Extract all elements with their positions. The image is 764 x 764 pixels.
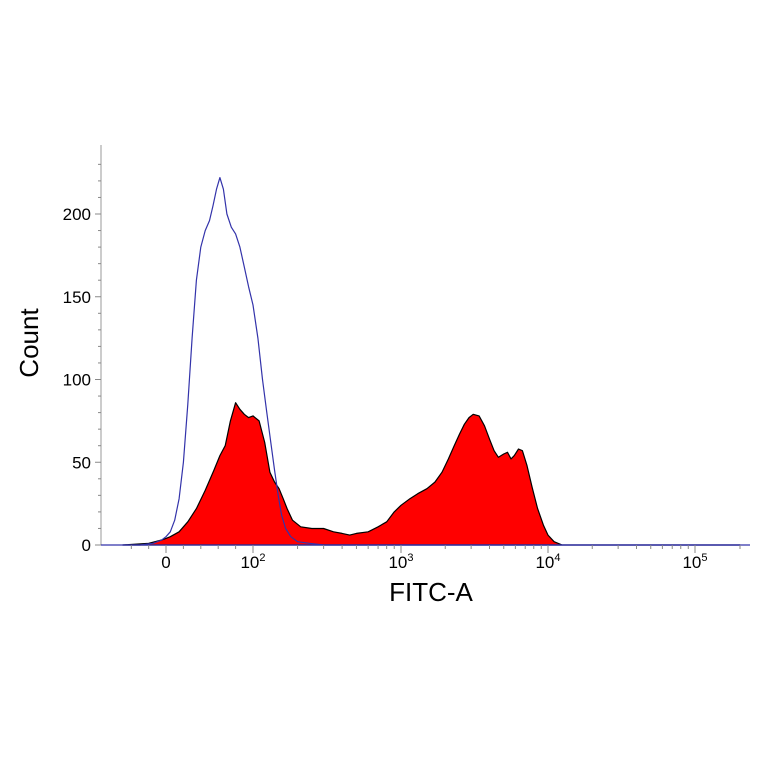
x-axis-title: FITC-A	[389, 577, 473, 607]
x-tick-label: 102	[240, 552, 265, 572]
x-tick-label: 103	[388, 552, 413, 572]
x-tick-label: 104	[535, 552, 560, 572]
y-tick-label: 150	[63, 288, 91, 307]
histogram-filled-series	[122, 402, 741, 546]
x-axis: 0 102 103 104 105	[101, 544, 750, 572]
y-axis: 0 50 100 150 200	[63, 145, 102, 555]
x-tick-label: 0	[161, 553, 170, 572]
y-axis-title: Count	[14, 308, 44, 378]
plot-area	[122, 177, 741, 546]
x-tick-label: 105	[682, 552, 707, 572]
y-tick-label: 200	[63, 205, 91, 224]
y-tick-label: 50	[72, 453, 91, 472]
y-tick-label: 0	[82, 536, 91, 555]
y-tick-label: 100	[63, 371, 91, 390]
histogram-outline-series	[122, 177, 740, 546]
